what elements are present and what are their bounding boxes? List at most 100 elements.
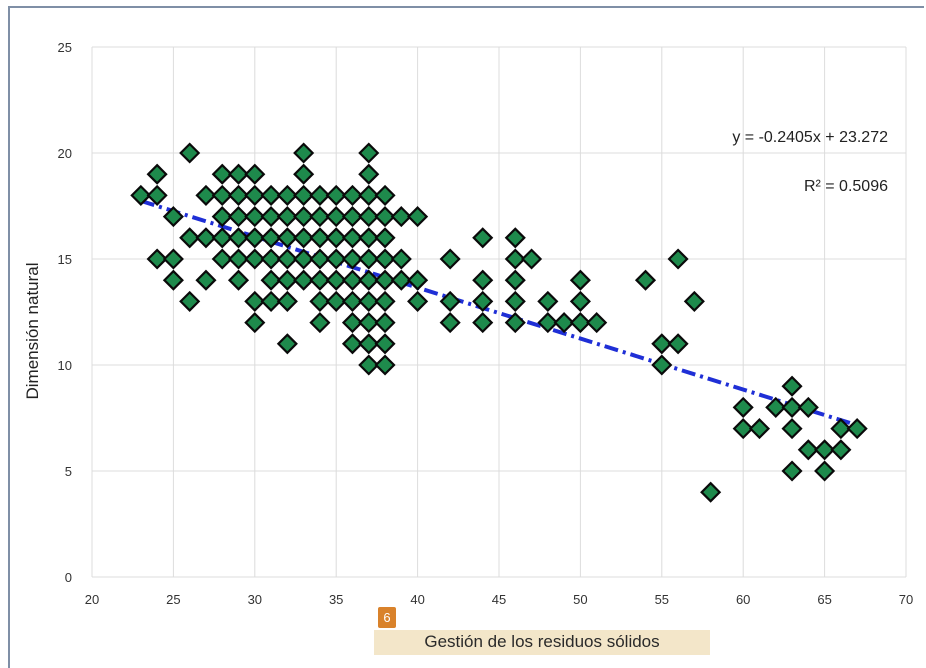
data-point (276, 269, 298, 291)
data-point (797, 396, 819, 418)
data-point (179, 142, 201, 164)
data-point (781, 375, 803, 397)
data-point (748, 418, 771, 440)
data-point (374, 184, 396, 206)
data-point (211, 248, 233, 270)
data-point (781, 460, 803, 482)
x-tick-label: 50 (573, 592, 587, 607)
data-point (374, 354, 396, 376)
r-squared-label: R² = 0.5096 (804, 178, 888, 195)
data-point (227, 184, 250, 206)
data-point (358, 354, 380, 376)
data-point (390, 269, 412, 291)
data-point (211, 206, 233, 228)
data-point (227, 227, 250, 249)
data-point (569, 312, 591, 334)
data-point (781, 418, 803, 440)
data-point (146, 163, 168, 185)
data-point (651, 354, 673, 376)
data-point (309, 206, 331, 228)
data-point (227, 269, 250, 291)
data-point (374, 333, 396, 355)
data-point (586, 312, 608, 334)
data-point (260, 248, 282, 270)
data-point (293, 163, 315, 185)
data-point (325, 269, 347, 291)
data-point (341, 269, 364, 291)
data-point (309, 227, 331, 249)
data-point (227, 206, 250, 228)
data-point (358, 333, 380, 355)
data-point (504, 312, 526, 334)
y-tick-label: 20 (58, 146, 72, 161)
data-point (276, 290, 298, 312)
data-point (260, 184, 282, 206)
data-point (358, 206, 380, 228)
data-point (325, 248, 347, 270)
data-point (293, 248, 315, 270)
data-point (341, 333, 364, 355)
data-point (472, 312, 494, 334)
data-point (683, 290, 705, 312)
data-point (781, 396, 803, 418)
data-point (358, 163, 380, 185)
data-point (162, 206, 184, 228)
data-point (309, 184, 331, 206)
data-point (374, 206, 396, 228)
data-point (341, 206, 364, 228)
data-point (504, 227, 526, 249)
y-axis-label: Dimensión natural (23, 262, 42, 399)
data-point (244, 227, 266, 249)
y-tick-label: 10 (58, 358, 72, 373)
x-tick-label: 60 (736, 592, 750, 607)
data-point (358, 184, 380, 206)
data-point (146, 184, 168, 206)
data-point (374, 269, 396, 291)
data-point (293, 227, 315, 249)
data-point (293, 142, 315, 164)
data-point (651, 333, 673, 355)
data-point (667, 333, 689, 355)
grid-lines (91, 46, 907, 578)
data-point (358, 227, 380, 249)
data-point (521, 248, 543, 270)
x-axis-label-highlight: Gestión de los residuos sólidos (374, 630, 710, 655)
data-point (244, 248, 266, 270)
data-point (407, 269, 429, 291)
data-point (732, 418, 754, 440)
data-point (797, 439, 819, 461)
data-point (341, 227, 364, 249)
data-point (358, 312, 380, 334)
data-point (439, 312, 461, 334)
data-point (244, 312, 266, 334)
data-point (814, 460, 836, 482)
x-axis-label: Gestión de los residuos sólidos (424, 632, 660, 651)
data-point (439, 290, 461, 312)
data-point (227, 163, 250, 185)
trendline (140, 198, 858, 428)
data-point (195, 227, 217, 249)
x-tick-label: 40 (410, 592, 424, 607)
data-point (211, 184, 233, 206)
data-point (309, 269, 331, 291)
data-point (700, 481, 722, 503)
data-point (358, 269, 380, 291)
data-point (309, 248, 331, 270)
data-point (341, 248, 364, 270)
data-point (276, 206, 298, 228)
data-point (293, 184, 315, 206)
data-point (293, 206, 315, 228)
data-point (358, 290, 380, 312)
data-point (341, 184, 364, 206)
data-point (374, 312, 396, 334)
x-tick-label: 25 (166, 592, 180, 607)
x-tick-label: 30 (248, 592, 262, 607)
data-point (325, 227, 347, 249)
data-point (244, 206, 266, 228)
x-tick-label: 70 (899, 592, 913, 607)
data-point (244, 290, 266, 312)
data-point (504, 290, 526, 312)
data-point (325, 206, 347, 228)
data-point (472, 227, 494, 249)
